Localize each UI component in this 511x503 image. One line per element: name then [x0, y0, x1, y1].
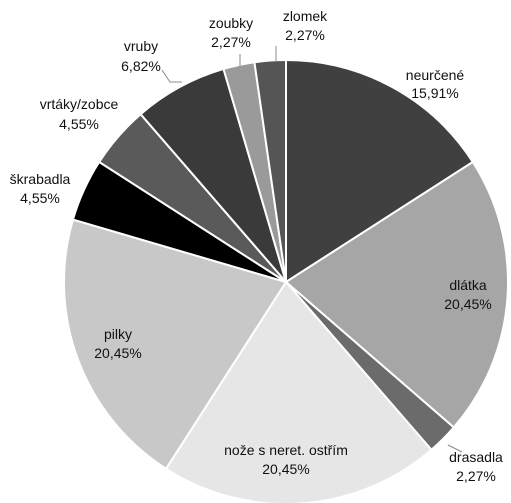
label-skrabadla-value: 4,55%	[20, 190, 60, 206]
label-zoubky-name: zoubky	[209, 15, 253, 31]
label-vruby-name: vruby	[124, 38, 158, 54]
label-neurcene-name: neurčené	[406, 67, 465, 83]
pie-slice-1	[284, 160, 509, 429]
label-pilky-name: pilky	[104, 326, 132, 342]
leader-lines	[161, 46, 463, 453]
label-zoubky-value: 2,27%	[211, 34, 251, 50]
label-vrtaky-name: vrtáky/zobce	[40, 96, 119, 112]
pie-slices	[63, 58, 509, 503]
label-drasadla-value: 2,27%	[456, 468, 496, 484]
label-pilky-value: 20,45%	[94, 345, 141, 361]
label-vruby-value: 6,82%	[121, 58, 161, 74]
leader-line-drasadla	[447, 444, 463, 453]
label-drasadla-name: drasadla	[449, 449, 503, 465]
label-vrtaky-value: 4,55%	[59, 116, 99, 132]
label-zlomek-value: 2,27%	[285, 27, 325, 43]
label-zlomek-name: zlomek	[283, 8, 328, 24]
pie-slice-9	[253, 58, 287, 283]
label-dlatka-value: 20,45%	[444, 296, 491, 312]
label-noze-name: nože s neret. ostřím	[224, 442, 348, 458]
label-noze-value: 20,45%	[262, 461, 309, 477]
pie-slice-0	[285, 58, 475, 284]
label-skrabadla-name: škrabadla	[10, 171, 71, 187]
pie-slice-3	[164, 280, 433, 503]
slice-labels: neurčené 15,91% dlátka 20,45% drasadla 2…	[10, 8, 503, 484]
label-neurcene-value: 15,91%	[411, 85, 458, 101]
pie-slice-4	[63, 218, 288, 471]
label-dlatka-name: dlátka	[449, 277, 487, 293]
leader-line-vruby	[161, 69, 182, 83]
